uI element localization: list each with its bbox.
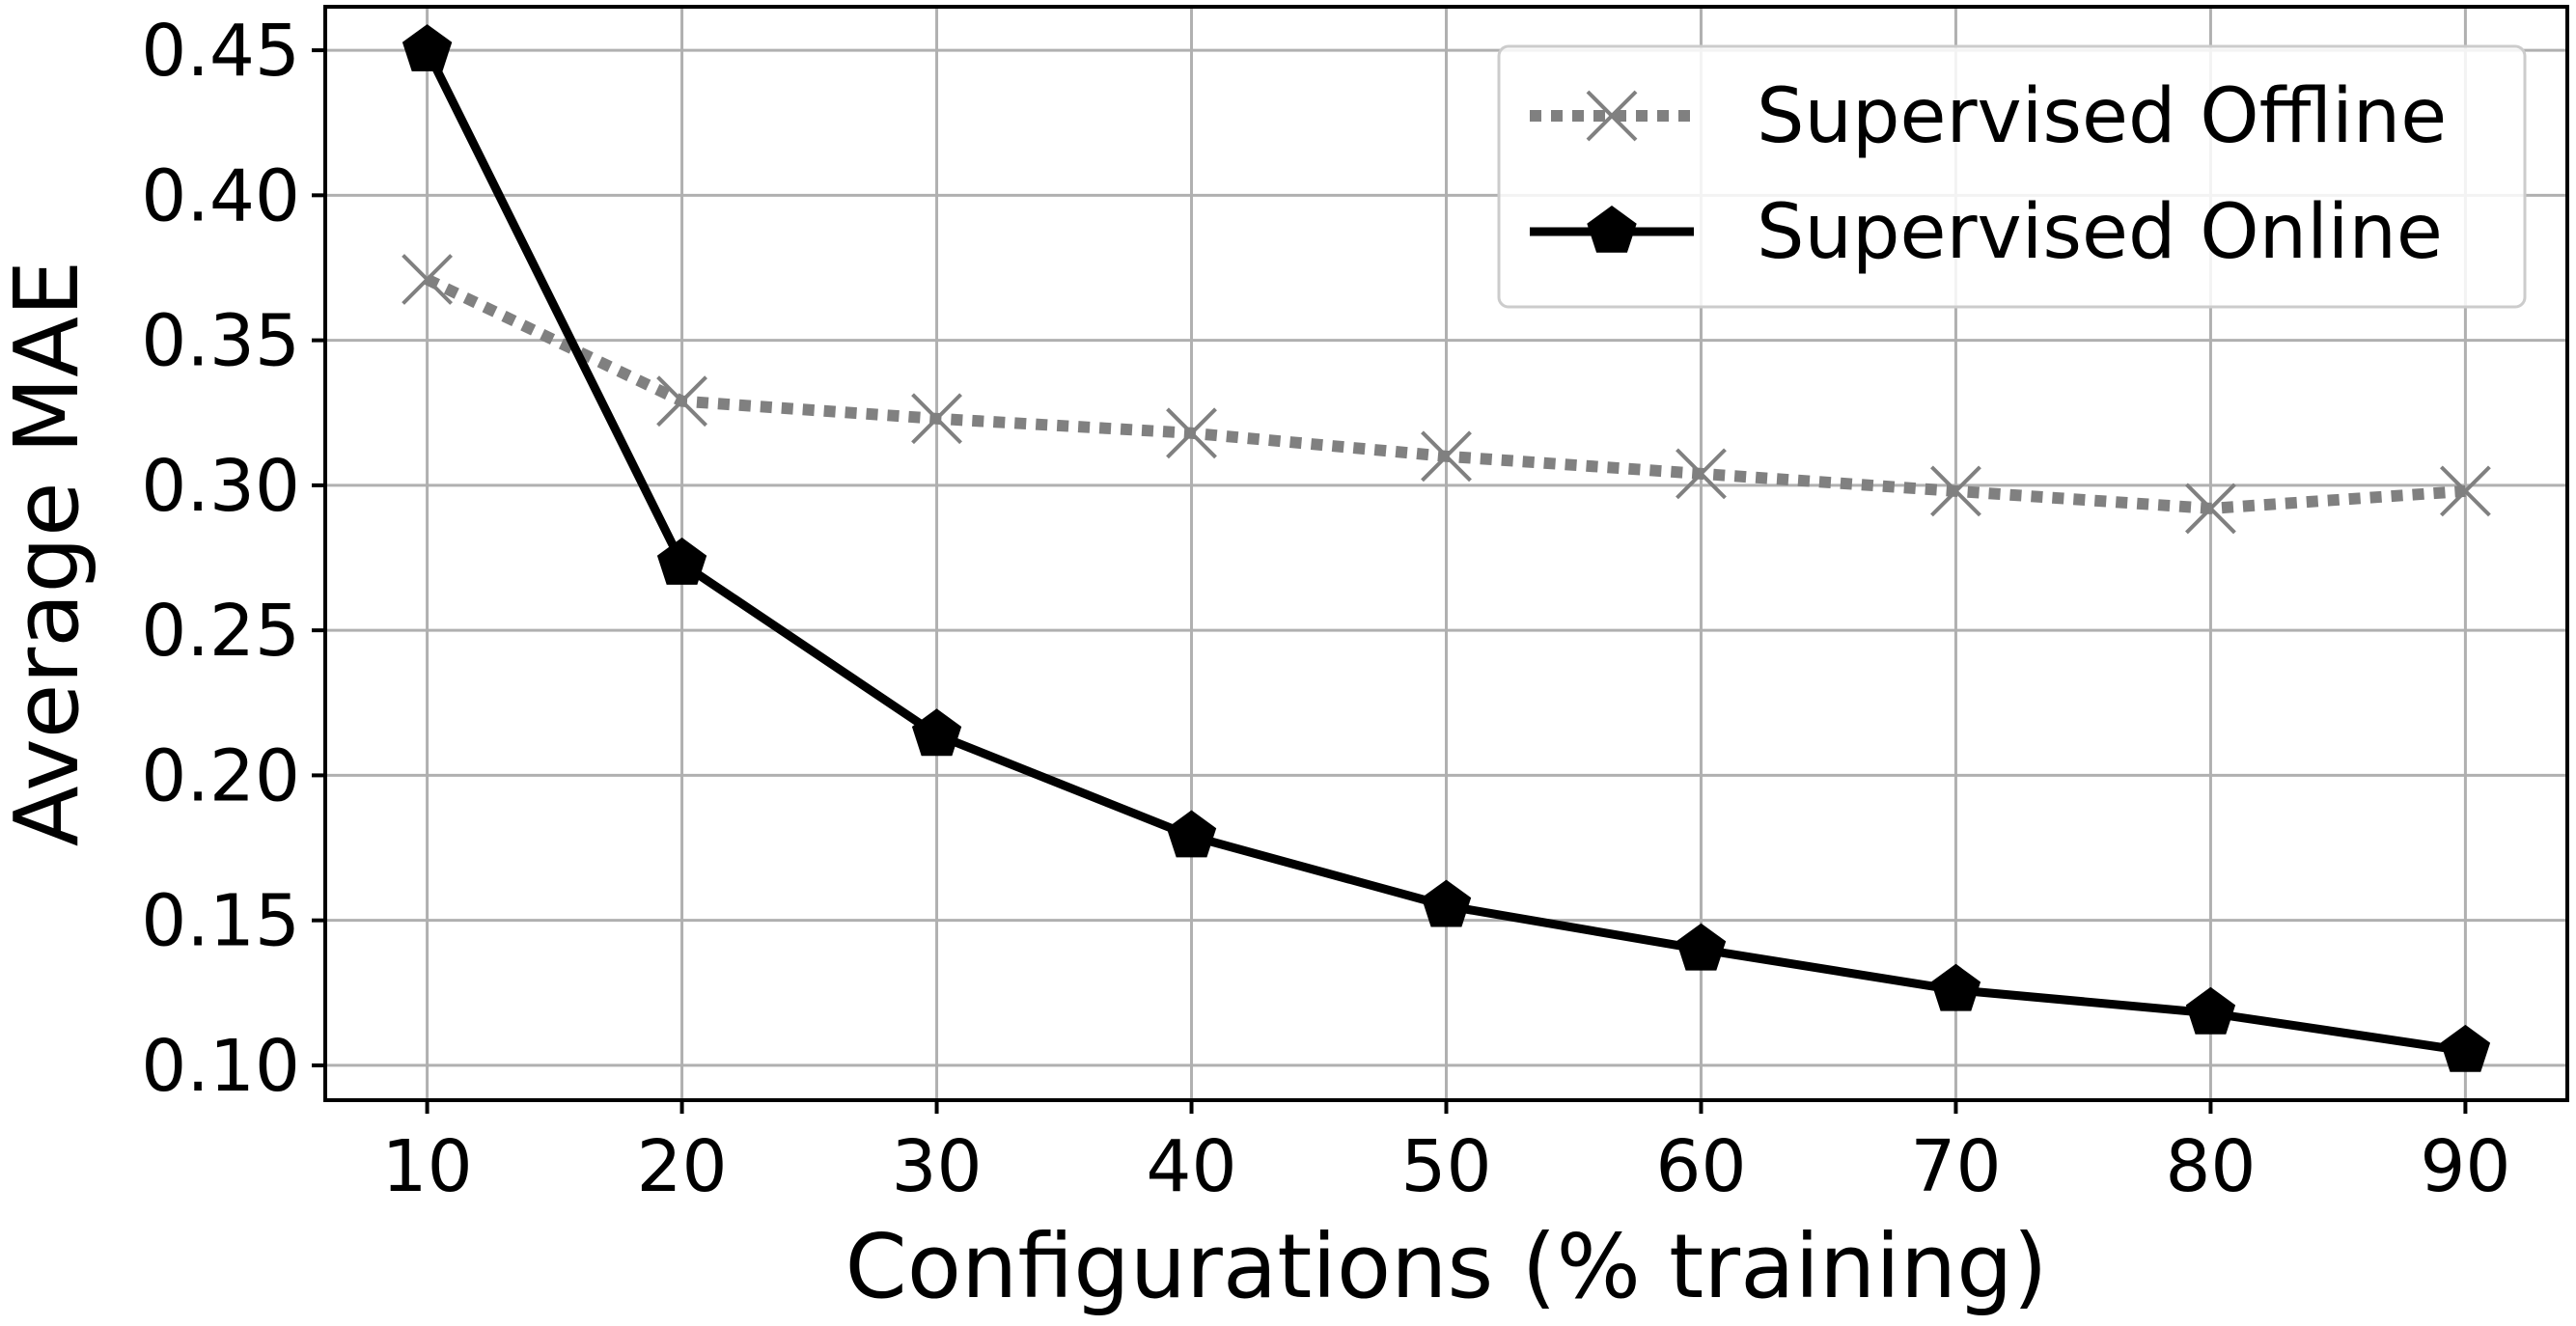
- legend-pentagon-marker: [1587, 206, 1637, 253]
- data-point-pentagon-marker: [1421, 879, 1472, 927]
- legend-entry-supervised-offline: Supervised Offline: [1530, 73, 2447, 160]
- data-point-x-marker: [1421, 430, 1472, 483]
- y-axis-ticks: 0.10 0.15 0.20 0.25 0.30 0.35 0.40 0.45: [141, 10, 325, 1108]
- x-tick-label: 90: [2420, 1125, 2510, 1208]
- legend-x-marker: [1586, 90, 1638, 142]
- legend-x-glyph: [1586, 90, 1638, 142]
- x-tick-label: 20: [636, 1125, 727, 1208]
- x-tick-label: 10: [382, 1125, 473, 1208]
- legend-box: [1497, 44, 2527, 309]
- data-point-x-marker: [2439, 465, 2491, 517]
- data-point-x-marker: [1166, 407, 1217, 459]
- data-point-pentagon-marker: [1166, 810, 1217, 858]
- x-tick-label: 50: [1400, 1125, 1491, 1208]
- y-tick-label: 0.30: [141, 445, 300, 528]
- data-point-pentagon-marker: [2185, 986, 2236, 1035]
- legend-entry-supervised-online: Supervised Online: [1530, 189, 2443, 276]
- x-tick-label: 30: [891, 1125, 982, 1208]
- data-point-x-marker: [2185, 483, 2236, 535]
- x-tick-label: 80: [2165, 1125, 2256, 1208]
- y-axis-title: Average MAE: [0, 261, 98, 846]
- x-axis-title: Configurations (% training): [845, 1215, 2048, 1318]
- y-tick-label: 0.35: [141, 300, 300, 383]
- legend-label-supervised-online: Supervised Online: [1757, 189, 2443, 276]
- data-point-pentagon-marker: [911, 708, 962, 757]
- x-tick-label: 60: [1655, 1125, 1746, 1208]
- x-tick-label: 40: [1146, 1125, 1236, 1208]
- series-layer: [402, 24, 2491, 1072]
- legend-label-supervised-offline: Supervised Offline: [1757, 73, 2447, 160]
- data-point-x-marker: [1676, 448, 1727, 500]
- legend: Supervised Offline Supervised Online: [1497, 44, 2527, 309]
- data-point-pentagon-marker: [1930, 963, 1981, 1011]
- data-point-pentagon-marker: [2440, 1024, 2491, 1072]
- data-point-x-marker: [1930, 465, 1981, 517]
- y-tick-label: 0.20: [141, 734, 300, 817]
- legend-pentagon-glyph: [1587, 206, 1637, 253]
- x-axis-ticks: 10 20 30 40 50 60 70 80 90: [382, 1100, 2510, 1208]
- y-tick-label: 0.40: [141, 154, 300, 237]
- data-point-x-marker: [402, 254, 454, 305]
- x-tick-label: 70: [1910, 1125, 2001, 1208]
- data-point-pentagon-marker: [1676, 923, 1727, 971]
- y-tick-label: 0.25: [141, 590, 300, 673]
- y-tick-label: 0.15: [141, 880, 300, 963]
- data-point-x-marker: [656, 375, 707, 428]
- y-tick-label: 0.45: [141, 10, 300, 93]
- data-point-pentagon-marker: [402, 24, 453, 71]
- data-point-x-marker: [911, 393, 962, 445]
- y-tick-label: 0.10: [141, 1025, 300, 1108]
- data-point-pentagon-marker: [656, 538, 707, 585]
